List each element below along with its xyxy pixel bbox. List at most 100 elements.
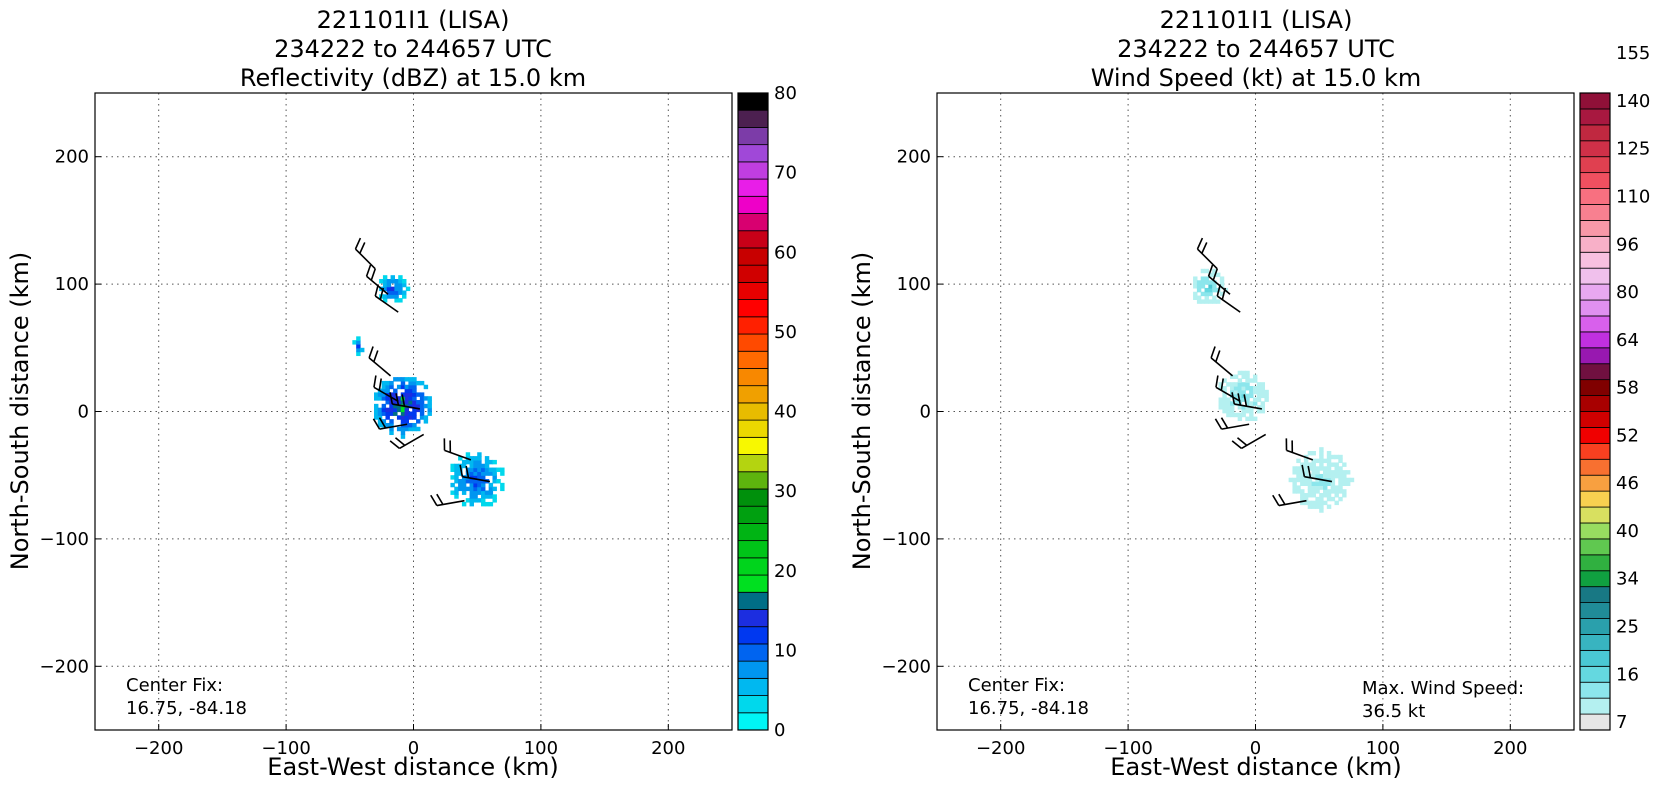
wind-wind-barb-shaft [1210,357,1234,377]
reflectivity-echo-pixel [461,501,467,507]
wind-echo-pixel [1330,454,1336,460]
reflectivity-echo-pixel [450,482,455,488]
reflectivity-echo-pixel [412,407,417,413]
reflectivity-echo-pixel [427,400,432,405]
wind-wind-barb-feather [1236,437,1248,446]
wind-colorbar-cell [1579,315,1611,333]
wind-colorbar-tick-label: 46 [1616,473,1639,494]
wind-echo-pixel [1200,284,1206,289]
reflectivity-echo-pixel [481,482,486,488]
wind-colorbar-tick-label: 58 [1616,378,1639,399]
reflectivity-echo-pixel [423,403,429,409]
wind-gridlines-y [937,156,1574,667]
reflectivity-colorbar: 0 10 20 30 40 50 60 70 80 [737,83,797,741]
reflectivity-echo-pixel [398,275,403,280]
reflectivity-colorbar-cell [737,127,769,146]
wind-colorbar-cell [1579,379,1611,396]
wind-x-tick-label: 100 [1366,738,1400,759]
reflectivity-colorbar-cell [737,643,769,662]
reflectivity-echo-pixel [389,422,394,428]
wind-echo-pixel [1260,386,1266,391]
wind-echo-pixel [1300,462,1305,467]
reflectivity-echo-pixel [419,392,425,397]
reflectivity-echo-pixel [492,467,497,472]
reflectivity-echo-pixel [389,430,394,436]
reflectivity-colorbar-cell [737,471,769,490]
wind-wind-barb-feather [1201,242,1208,254]
reflectivity-echo-pixel [385,411,390,416]
reflectivity-echo-pixel [465,498,471,503]
reflectivity-echo-pixel [400,434,406,439]
wind-echo-pixel [1230,401,1235,406]
wind-echo-pixel [1252,386,1258,391]
reflectivity-echo-pixel [412,403,417,409]
reflectivity-echo-pixel [381,411,387,416]
reflectivity-echo-pixel [404,384,410,390]
wind-echo-pixel [1334,473,1339,479]
reflectivity-echo-pixel [390,275,395,280]
wind-echo-pixel [1226,401,1231,406]
reflectivity-echo-pixel [465,479,471,484]
reflectivity-wind-barb-feather [459,464,464,477]
reflectivity-colorbar-cell [737,281,769,300]
reflectivity-echo-pixel [484,501,490,507]
wind-echo-pixel [1342,462,1347,467]
wind-colorbar-cell [1579,649,1611,667]
reflectivity-echo-pixel [473,498,478,503]
reflectivity-echo-pixel [477,463,482,469]
reflectivity-echo-pixel [386,290,392,295]
reflectivity-wind-barb-shaft [374,295,399,313]
max-wind-speed-value: 36.5 kt [1362,701,1425,722]
reflectivity-echo-pixel [379,279,384,284]
reflectivity-echo-pixel [356,336,361,341]
reflectivity-colorbar-cell [737,695,769,714]
reflectivity-wind-barb-feather [389,440,400,450]
wind-x-tick-label: −200 [976,738,1025,759]
reflectivity-echo-pixel [398,286,403,292]
wind-echo-pixel [1233,401,1239,406]
reflectivity-echo-pixel [454,463,459,469]
wind-colorbar-cell [1579,681,1611,699]
wind-wind-barb-feather [1231,392,1236,405]
wind-echo-pixel [1264,389,1269,395]
wind-echo-pixel [1334,462,1339,467]
wind-echo-pixel [1319,466,1324,471]
wind-colorbar-tick-label: 40 [1616,521,1639,542]
reflectivity-echo-pixel [404,396,410,401]
reflectivity-echo-pixel [454,475,459,480]
reflectivity-echo-pixel [393,403,398,409]
reflectivity-echo-pixel [359,347,365,353]
reflectivity-echo-pixel [400,415,406,420]
wind-colorbar-tick-label: 64 [1616,330,1639,351]
wind-echo-pixel [1237,370,1243,376]
reflectivity-echo-pixel [419,380,425,386]
reflectivity-echo-field [352,275,505,507]
wind-echo-pixel [1245,382,1250,387]
wind-echo-pixel [1241,370,1246,376]
wind-echo-pixel [1193,291,1198,297]
reflectivity-echo-pixel [492,498,497,503]
reflectivity-echo-pixel [400,411,406,416]
wind-colorbar-cell [1579,427,1611,444]
wind-wind-barb-feather [1215,375,1219,388]
reflectivity-echo-pixel [458,471,463,476]
reflectivity-echo-pixel [461,479,467,484]
wind-echo-pixel [1237,393,1243,399]
reflectivity-echo-pixel [404,392,410,397]
wind-echo-pixel [1311,493,1316,498]
reflectivity-echo-pixel [477,498,482,503]
wind-echo-pixel [1315,466,1320,471]
reflectivity-echo-pixel [382,282,388,288]
reflectivity-echo-pixel [381,392,387,397]
wind-echo-pixel [1300,477,1305,483]
wind-echo-pixel [1330,485,1336,490]
wind-echo-pixel [1338,458,1343,464]
reflectivity-colorbar-cell [737,316,769,335]
reflectivity-echo-pixel [419,411,425,416]
wind-echo-pixel [1338,470,1343,475]
reflectivity-x-axis-label: East-West distance (km) [267,753,558,781]
reflectivity-echo-pixel [412,411,417,416]
wind-echo-pixel [1245,386,1250,391]
wind-echo-pixel [1245,370,1250,376]
wind-colorbar-frame [1579,92,1611,731]
